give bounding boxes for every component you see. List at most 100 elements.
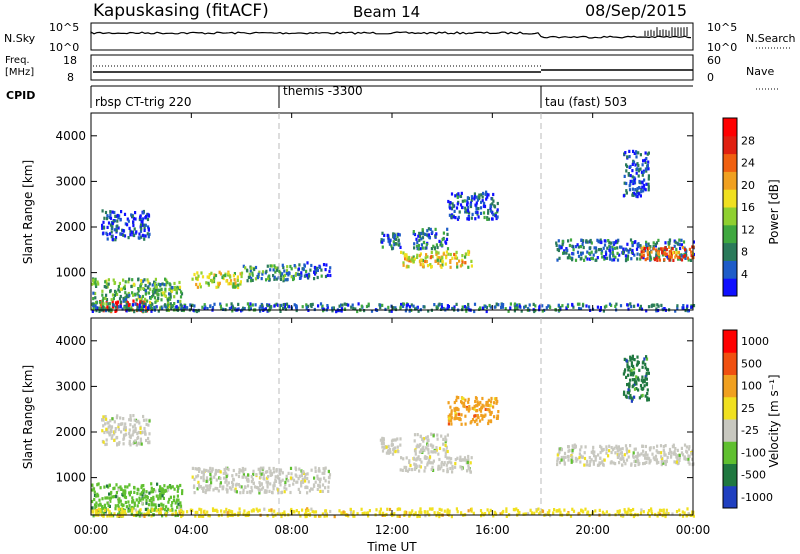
range-cell xyxy=(206,275,209,279)
range-cell xyxy=(279,512,282,516)
range-cell xyxy=(91,483,94,487)
range-cell xyxy=(274,270,277,274)
range-cell xyxy=(599,240,602,244)
range-cell xyxy=(692,514,695,518)
range-cell xyxy=(240,274,243,279)
range-cell xyxy=(483,201,486,205)
range-cell xyxy=(634,188,637,192)
range-cell xyxy=(130,230,133,234)
freq-right-tick-top: 60 xyxy=(707,54,721,67)
range-cell xyxy=(538,512,541,516)
range-cell xyxy=(269,268,272,272)
range-cell xyxy=(620,514,623,518)
range-cell xyxy=(143,228,146,232)
range-cell xyxy=(163,484,166,488)
range-cell xyxy=(485,197,488,201)
range-cell xyxy=(152,287,155,291)
range-cell xyxy=(493,305,496,309)
range-cell xyxy=(149,300,152,304)
range-cell xyxy=(105,427,108,431)
range-cell xyxy=(618,461,621,465)
range-cell xyxy=(426,435,429,439)
range-cell xyxy=(599,238,602,242)
range-cell xyxy=(457,408,460,412)
range-cell xyxy=(168,288,171,292)
range-cell xyxy=(668,238,672,242)
range-cell xyxy=(566,304,569,308)
range-cell xyxy=(627,373,630,377)
range-cell xyxy=(323,476,326,480)
range-cell xyxy=(394,446,397,450)
range-cell xyxy=(102,514,105,518)
range-cell xyxy=(148,232,151,236)
range-cell xyxy=(637,388,640,392)
range-cell xyxy=(623,174,626,178)
range-cell xyxy=(488,303,491,308)
range-cell xyxy=(586,250,589,254)
range-cell xyxy=(629,444,632,448)
range-cell xyxy=(116,224,119,228)
range-cell xyxy=(218,270,221,274)
range-cell xyxy=(504,307,507,311)
range-cell xyxy=(138,496,141,500)
range-cell xyxy=(250,266,253,270)
range-cell xyxy=(146,286,149,290)
range-cell xyxy=(604,256,607,260)
range-cell xyxy=(235,483,238,487)
range-cell xyxy=(642,449,645,453)
range-cell xyxy=(419,507,422,511)
range-cell xyxy=(671,444,674,449)
range-cell xyxy=(173,487,176,491)
range-cell xyxy=(219,470,222,474)
range-cell xyxy=(245,475,248,479)
range-cell xyxy=(390,443,393,447)
range-cell xyxy=(116,514,119,518)
range-cell xyxy=(131,496,134,500)
range-cell xyxy=(638,453,641,457)
range-cell xyxy=(327,469,330,474)
range-cell xyxy=(647,160,650,164)
range-cell xyxy=(467,302,470,307)
range-cell xyxy=(231,480,234,485)
range-cell xyxy=(264,490,268,494)
range-cell xyxy=(584,507,587,511)
range-cell xyxy=(150,309,153,313)
range-cell xyxy=(157,296,160,300)
colorbar-swatch xyxy=(723,374,737,398)
range-cell xyxy=(155,509,158,513)
range-cell xyxy=(164,508,167,512)
range-cell xyxy=(676,242,679,246)
range-cell xyxy=(631,187,634,191)
range-cell xyxy=(272,484,275,488)
range-cell xyxy=(483,204,487,209)
range-cell xyxy=(130,512,133,516)
range-cell xyxy=(131,509,134,513)
range-cell xyxy=(137,430,140,435)
range-cell xyxy=(120,502,123,507)
range-cell xyxy=(679,257,682,261)
range-cell xyxy=(590,250,593,254)
range-cell xyxy=(103,430,106,435)
range-cell xyxy=(159,493,162,497)
range-cell xyxy=(318,480,322,484)
range-cell xyxy=(616,455,619,459)
range-cell xyxy=(260,487,263,491)
range-cell xyxy=(529,508,532,512)
range-cell xyxy=(461,199,464,203)
range-cell xyxy=(634,463,637,467)
range-cell xyxy=(122,442,125,446)
range-cell xyxy=(622,247,625,251)
range-cell xyxy=(149,296,152,300)
range-cell xyxy=(92,297,95,301)
range-cell xyxy=(557,239,560,243)
range-cell xyxy=(642,453,645,457)
range-cell xyxy=(571,449,574,453)
range-cell xyxy=(357,302,360,306)
power-heatmap-cells xyxy=(91,149,696,314)
range-cell xyxy=(287,471,290,475)
range-cell xyxy=(100,306,103,310)
range-cell xyxy=(574,456,577,460)
range-cell xyxy=(688,445,691,449)
range-cell xyxy=(97,511,100,515)
